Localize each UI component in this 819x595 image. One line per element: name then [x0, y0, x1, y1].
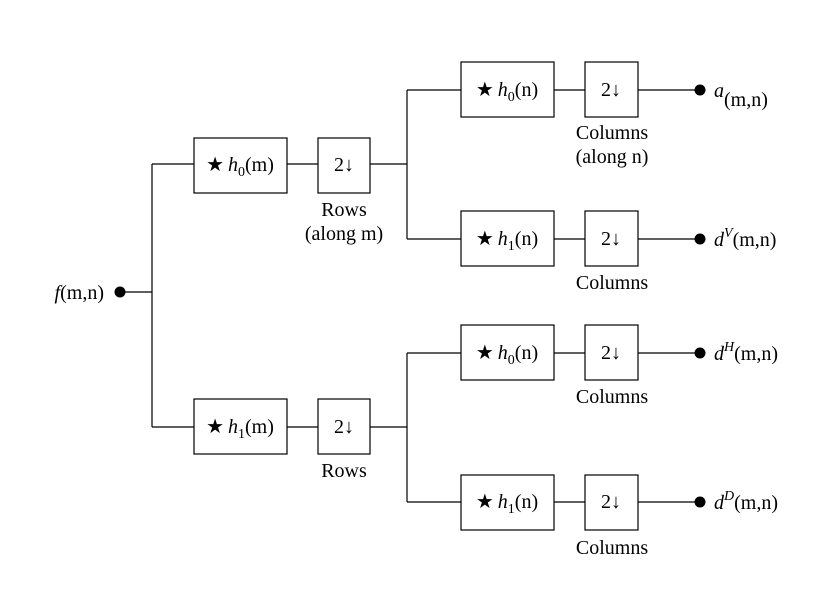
stage2-dh-downsample-label: 2↓ — [601, 342, 621, 364]
filter-subscript: 1 — [238, 427, 245, 442]
filter-subscript: 0 — [508, 90, 515, 105]
filter-subscript: 1 — [508, 502, 515, 517]
output-superscript: D — [723, 489, 734, 504]
stage2-a-downsample-box — [584, 61, 639, 118]
stage2-branch-a: ★ h0(n) 2↓ Columns (along n) a(m,n) — [460, 61, 768, 168]
output-dh-label: dH(m,n) — [714, 340, 778, 365]
stage2-dh-downsample-box — [584, 324, 639, 381]
stage2-dd-filter-label: ★ h1(n) — [476, 491, 538, 517]
stage2-dh-filter-box — [460, 324, 555, 381]
stage1-top-caption-2: (along m) — [305, 223, 383, 245]
star-icon: ★ — [476, 342, 494, 364]
stage1-bottom-filter-box — [193, 398, 288, 455]
stage2-dd-downsample-box — [584, 474, 639, 531]
stage2-dv-downsample-label: 2↓ — [601, 228, 621, 250]
stage1-top-downsample-label: 2↓ — [334, 154, 354, 176]
input-label: f(m,n) — [55, 282, 104, 304]
stage1-bottom-downsample-label: 2↓ — [334, 416, 354, 438]
stage2-a-filter-label: ★ h0(n) — [476, 79, 538, 105]
filter-subscript: 1 — [508, 239, 515, 254]
input-node: f(m,n) — [55, 282, 126, 304]
filter-symbol: h — [498, 491, 508, 513]
output-args: (m,n) — [733, 229, 777, 251]
filter-arg: (n) — [515, 228, 538, 250]
filter-arg: (n) — [515, 342, 538, 364]
output-a-dot — [694, 84, 706, 96]
filter-subscript: 0 — [238, 165, 245, 180]
star-icon: ★ — [476, 228, 494, 250]
output-name: d — [714, 492, 725, 514]
filter-symbol: h — [498, 79, 508, 101]
output-args: (m,n) — [724, 89, 768, 111]
output-dh-dot — [694, 347, 706, 359]
stage2-branch-dh: ★ h0(n) 2↓ Columns dH(m,n) — [460, 324, 778, 408]
stage2-branch-dv: ★ h1(n) 2↓ Columns dV(m,n) — [460, 210, 776, 294]
output-dv-dot — [694, 233, 706, 245]
star-icon: ★ — [476, 79, 494, 101]
stage1-bottom-branch: ★ h1(m) 2↓ Rows — [193, 398, 371, 482]
stage2-dh-caption-1: Columns — [576, 386, 648, 408]
stage2-dd-downsample-label: 2↓ — [601, 491, 621, 513]
stage1-top-downsample-box — [317, 137, 371, 194]
stage2-dv-downsample-box — [584, 210, 639, 267]
stage1-top-filter-box — [193, 137, 288, 194]
output-dv-label: dV(m,n) — [714, 226, 776, 251]
stage2-dv-caption-1: Columns — [576, 272, 648, 294]
output-name: d — [714, 229, 725, 251]
connection-wires — [120, 89, 700, 503]
stage2-dv-filter-label: ★ h1(n) — [476, 228, 538, 254]
filter-subscript: 0 — [508, 353, 515, 368]
filter-arg: (n) — [515, 491, 538, 513]
input-args: (m,n) — [60, 282, 104, 304]
filter-symbol: h — [498, 228, 508, 250]
star-icon: ★ — [206, 416, 224, 438]
stage1-bottom-filter-label: ★ h1(m) — [206, 416, 274, 442]
output-name: a — [714, 80, 724, 102]
output-superscript: V — [724, 226, 734, 241]
filter-arg: (m) — [245, 154, 274, 176]
star-icon: ★ — [206, 154, 224, 176]
filter-arg: (n) — [515, 79, 538, 101]
stage2-branch-dd: ★ h1(n) 2↓ Columns dD(m,n) — [460, 474, 778, 559]
stage2-a-filter-box — [460, 61, 555, 118]
output-args: (m,n) — [734, 492, 778, 514]
stage1-top-branch: ★ h0(m) 2↓ Rows (along m) — [193, 137, 383, 245]
input-dot — [114, 286, 126, 298]
stage2-dv-filter-box — [460, 210, 555, 267]
filter-arg: (m) — [245, 416, 274, 438]
filter-symbol: h — [228, 154, 238, 176]
stage1-bottom-caption-1: Rows — [321, 460, 367, 482]
output-args: (m,n) — [734, 343, 778, 365]
stage2-a-caption-1: Columns — [576, 122, 648, 144]
output-a-label: a(m,n) — [714, 80, 768, 111]
output-name: d — [714, 343, 725, 365]
stage2-a-caption-2: (along n) — [576, 146, 649, 168]
output-superscript: H — [723, 340, 735, 355]
star-icon: ★ — [476, 491, 494, 513]
stage1-bottom-downsample-box — [317, 398, 371, 455]
stage2-a-downsample-label: 2↓ — [601, 79, 621, 101]
stage2-dh-filter-label: ★ h0(n) — [476, 342, 538, 368]
filter-symbol: h — [228, 416, 238, 438]
output-dd-dot — [694, 496, 706, 508]
stage2-dd-filter-box — [460, 474, 555, 531]
input-name: f — [55, 282, 63, 304]
stage1-top-caption-1: Rows — [321, 199, 367, 221]
filter-symbol: h — [498, 342, 508, 364]
stage2-dd-caption-1: Columns — [576, 537, 648, 559]
stage1-top-filter-label: ★ h0(m) — [206, 154, 274, 180]
output-dd-label: dD(m,n) — [714, 489, 778, 514]
